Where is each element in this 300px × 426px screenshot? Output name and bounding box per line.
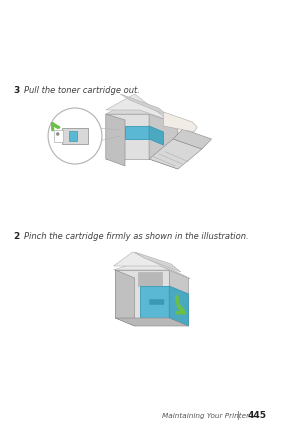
Polygon shape [106,114,149,159]
Circle shape [48,108,102,164]
FancyBboxPatch shape [61,128,88,144]
Text: 445: 445 [247,412,266,420]
Polygon shape [169,286,188,326]
Text: Maintaining Your Printer: Maintaining Your Printer [162,413,249,419]
Polygon shape [149,114,178,169]
Polygon shape [113,258,190,279]
Polygon shape [116,260,188,278]
Circle shape [56,132,59,135]
Polygon shape [140,286,169,318]
Text: Pinch the cartridge firmly as shown in the illustration.: Pinch the cartridge firmly as shown in t… [24,232,249,241]
Polygon shape [149,126,164,145]
Polygon shape [116,318,188,326]
Polygon shape [120,94,168,116]
Polygon shape [173,129,212,149]
Polygon shape [169,270,188,326]
Polygon shape [164,112,197,132]
Polygon shape [106,114,125,166]
FancyBboxPatch shape [54,130,64,142]
Text: 3: 3 [14,86,20,95]
Text: |: | [237,412,240,420]
Polygon shape [125,126,149,139]
Text: 2: 2 [14,232,20,241]
FancyBboxPatch shape [149,299,164,305]
Polygon shape [149,139,202,169]
Text: Pull the toner cartridge out.: Pull the toner cartridge out. [24,86,140,95]
FancyBboxPatch shape [69,131,77,141]
Polygon shape [137,272,162,286]
Polygon shape [113,252,179,274]
Polygon shape [116,270,169,318]
Polygon shape [135,252,181,272]
Polygon shape [106,94,168,120]
Polygon shape [116,270,135,326]
Polygon shape [106,99,178,124]
